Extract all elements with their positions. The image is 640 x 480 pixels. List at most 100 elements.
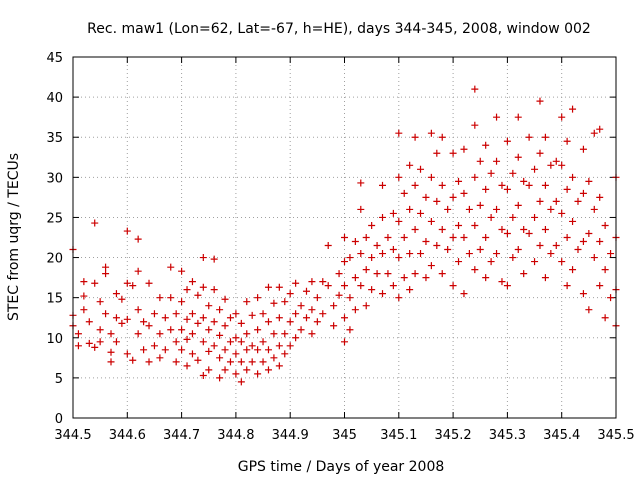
data-point-marker: [455, 177, 463, 185]
data-point-marker: [389, 209, 397, 217]
data-point-marker: [96, 326, 104, 334]
data-point-marker: [525, 133, 533, 141]
data-point-marker: [167, 294, 175, 302]
data-point-marker: [178, 346, 186, 354]
data-point-marker: [411, 181, 419, 189]
data-point-marker: [232, 350, 240, 358]
data-point-marker: [335, 291, 343, 299]
data-point-marker: [493, 113, 501, 121]
data-point-marker: [123, 315, 131, 323]
data-point-marker: [107, 358, 115, 366]
data-point-marker: [112, 338, 120, 346]
data-point-marker: [286, 342, 294, 350]
data-point-marker: [514, 153, 522, 161]
data-point-marker: [232, 370, 240, 378]
data-point-marker: [156, 354, 164, 362]
data-point-marker: [134, 235, 142, 243]
data-point-marker: [482, 274, 490, 282]
data-point-marker: [552, 242, 560, 250]
data-point-marker: [563, 234, 571, 241]
data-point-marker: [368, 221, 376, 229]
data-point-marker: [145, 358, 153, 366]
data-point-marker: [460, 145, 468, 153]
data-point-marker: [579, 145, 587, 153]
data-point-marker: [607, 250, 615, 258]
data-point-marker: [569, 173, 577, 181]
data-point-marker: [400, 234, 408, 241]
data-point-marker: [80, 278, 88, 286]
x-tick-label: 344.9: [272, 428, 309, 443]
data-point-marker: [579, 189, 587, 197]
data-point-marker: [552, 197, 560, 205]
data-point-marker: [330, 302, 338, 310]
data-point-marker: [172, 338, 180, 346]
data-point-marker: [324, 242, 332, 250]
data-point-marker: [384, 270, 392, 278]
data-point-marker: [541, 133, 549, 141]
x-tick-label: 345.3: [489, 428, 526, 443]
data-point-marker: [406, 205, 414, 213]
data-point-marker: [281, 350, 289, 358]
data-point-marker: [150, 310, 158, 318]
data-point-marker: [558, 113, 566, 121]
data-point-marker: [433, 242, 441, 250]
data-point-marker: [85, 339, 93, 347]
data-point-marker: [607, 294, 615, 302]
data-point-marker: [531, 258, 539, 266]
data-point-marker: [422, 238, 430, 246]
data-point-marker: [341, 282, 348, 290]
data-point-marker: [259, 310, 267, 318]
data-point-marker: [107, 330, 115, 338]
data-point-marker: [411, 133, 419, 141]
data-point-marker: [118, 319, 126, 327]
data-point-marker: [102, 270, 110, 278]
data-point-marker: [264, 318, 272, 326]
data-point-marker: [210, 286, 218, 294]
data-point-marker: [248, 342, 256, 350]
data-point-marker: [427, 217, 435, 225]
data-point-marker: [563, 137, 571, 145]
data-point-marker: [248, 311, 256, 319]
data-point-marker: [482, 141, 490, 149]
data-point-marker: [123, 350, 131, 358]
data-point-marker: [563, 282, 571, 290]
data-point-marker: [205, 302, 213, 310]
data-point-marker: [237, 338, 245, 346]
data-point-marker: [596, 282, 604, 290]
data-point-marker: [389, 282, 397, 290]
data-point-marker: [601, 266, 609, 274]
data-point-marker: [183, 315, 191, 323]
data-point-marker: [167, 263, 175, 271]
data-point-marker: [341, 338, 348, 346]
data-point-marker: [460, 189, 468, 197]
data-point-marker: [487, 169, 495, 177]
data-point-marker: [134, 330, 142, 338]
data-point-marker: [476, 201, 484, 209]
data-point-marker: [498, 181, 506, 189]
x-axis-label: GPS time / Days of year 2008: [238, 459, 445, 475]
data-point-marker: [346, 294, 354, 302]
data-point-marker: [536, 242, 544, 250]
data-point-marker: [444, 246, 452, 254]
data-point-marker: [417, 209, 425, 217]
data-point-marker: [509, 169, 517, 177]
data-point-marker: [102, 263, 110, 271]
data-point-marker: [520, 225, 528, 233]
data-point-marker: [579, 238, 587, 246]
data-point-marker: [379, 181, 387, 189]
data-point-marker: [140, 346, 148, 354]
data-point-marker: [188, 350, 196, 358]
data-point-marker: [465, 205, 473, 213]
data-point-marker: [476, 246, 484, 254]
data-point-marker: [395, 217, 403, 225]
data-point-marker: [395, 173, 403, 181]
data-point-marker: [183, 335, 191, 343]
data-point-marker: [395, 129, 403, 137]
data-point-marker: [275, 314, 283, 322]
data-point-marker: [400, 274, 408, 282]
data-point-marker: [525, 229, 533, 237]
data-point-marker: [259, 358, 267, 366]
data-point-marker: [569, 217, 577, 225]
data-point-marker: [438, 133, 446, 141]
x-tick-label: 344.7: [163, 428, 200, 443]
